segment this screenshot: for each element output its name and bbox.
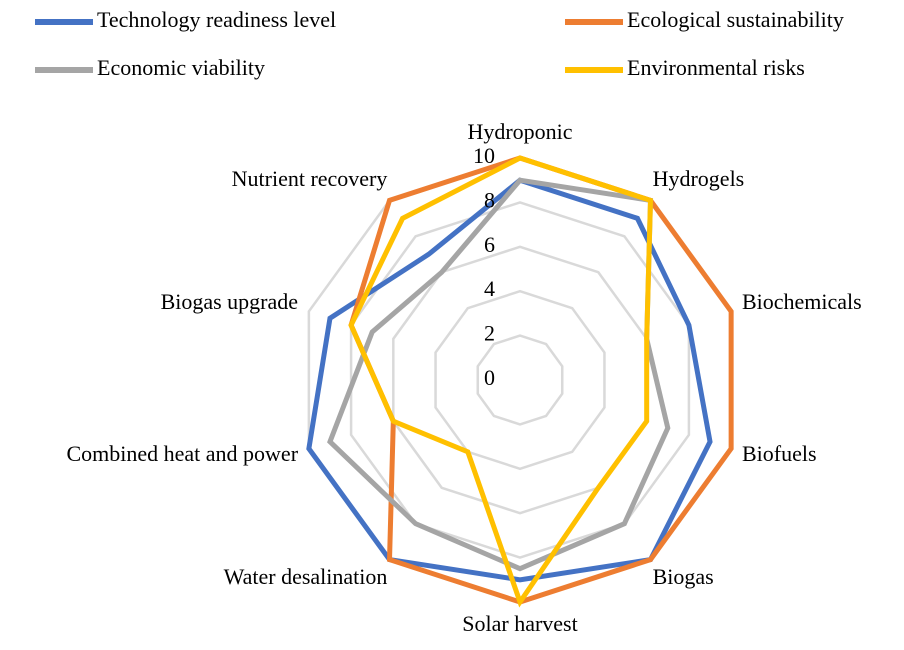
grid-ring (476, 334, 564, 426)
radar-line (348, 155, 654, 608)
category-label: Solar harvest (462, 611, 577, 636)
category-label: Biofuels (742, 441, 817, 466)
axis-tick-label: 0 (484, 365, 495, 390)
radar-line (327, 177, 671, 572)
category-label: Water desalination (224, 564, 388, 589)
legend-label: Technology readiness level (97, 7, 336, 32)
axis-tick-label: 10 (473, 143, 495, 168)
grid-ring (392, 245, 648, 515)
legend-label: Economic viability (97, 55, 265, 80)
category-label: Nutrient recovery (232, 166, 388, 191)
radar-line (348, 155, 734, 605)
legend-label: Ecological sustainability (627, 7, 844, 32)
category-label: Biogas upgrade (161, 289, 298, 314)
category-label: Combined heat and power (66, 441, 298, 466)
grid-ring (349, 201, 691, 559)
axis-tick-label: 6 (484, 232, 495, 257)
legend-label: Environmental risks (627, 55, 805, 80)
axis-tick-label: 2 (484, 321, 495, 346)
axis-tick-label: 8 (484, 187, 495, 212)
category-label: Biochemicals (742, 289, 862, 314)
category-label: Hydroponic (467, 119, 572, 144)
grid-ring (434, 289, 606, 471)
category-label: Biogas (653, 564, 714, 589)
axis-tick-label: 4 (484, 276, 495, 301)
category-label: Hydrogels (653, 166, 745, 191)
